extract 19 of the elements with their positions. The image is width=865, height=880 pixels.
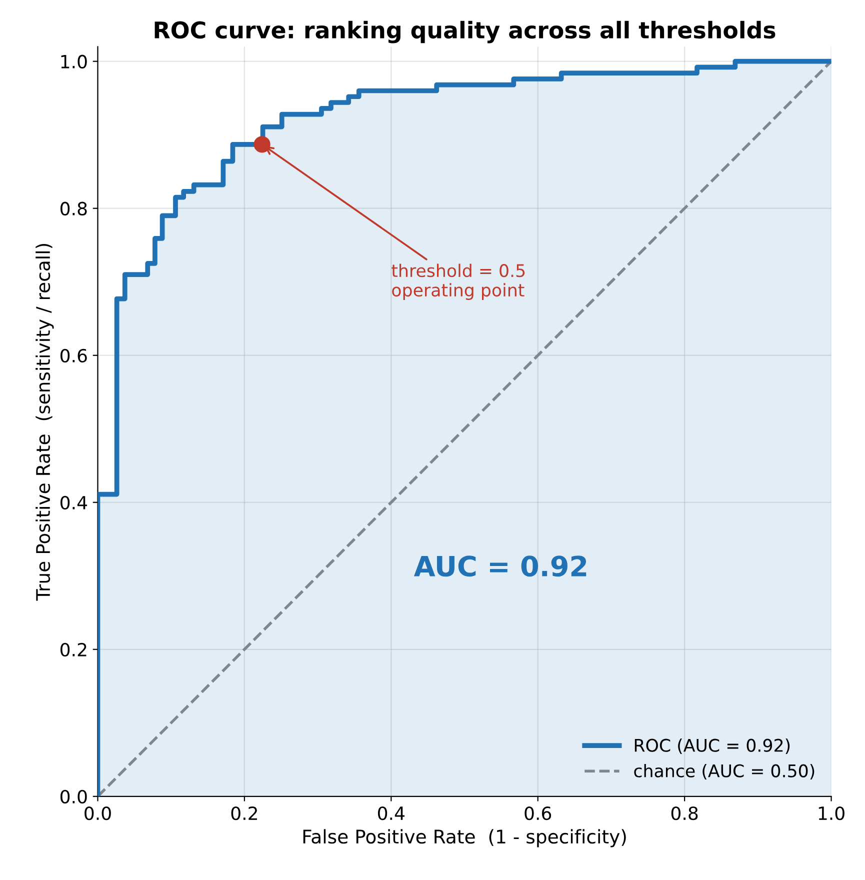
x-tick-label: 0.6 [524,806,552,820]
x-tick-label: 0.0 [84,806,111,820]
y-tick-label: 1.0 [61,54,87,68]
legend-label: chance (AUC = 0.50) [634,764,814,780]
y-tick-label: 0.2 [60,642,86,657]
legend-label: ROC (AUC = 0.92) [634,738,790,754]
y-tick-label: 0.4 [60,496,88,510]
x-tick-label: 1.0 [818,806,844,820]
x-tick-label: 0.2 [231,806,257,820]
chart-title: ROC curve: ranking quality across all thresholds [154,20,776,44]
y-tick-label: 0.8 [60,202,87,216]
x-axis-title: False Positive Rate (1 - specificity) [303,829,626,848]
x-tick-label: 0.4 [378,806,404,820]
annotation: threshold = 0.5 operating point [392,264,525,300]
y-axis-title: True Positive Rate (sensitivity / recall) [36,244,54,601]
annotation: AUC = 0.92 [414,556,586,577]
x-tick-label: 0.8 [671,806,698,820]
y-tick-label: 0.0 [60,790,87,804]
y-tick-label: 0.6 [60,348,87,362]
